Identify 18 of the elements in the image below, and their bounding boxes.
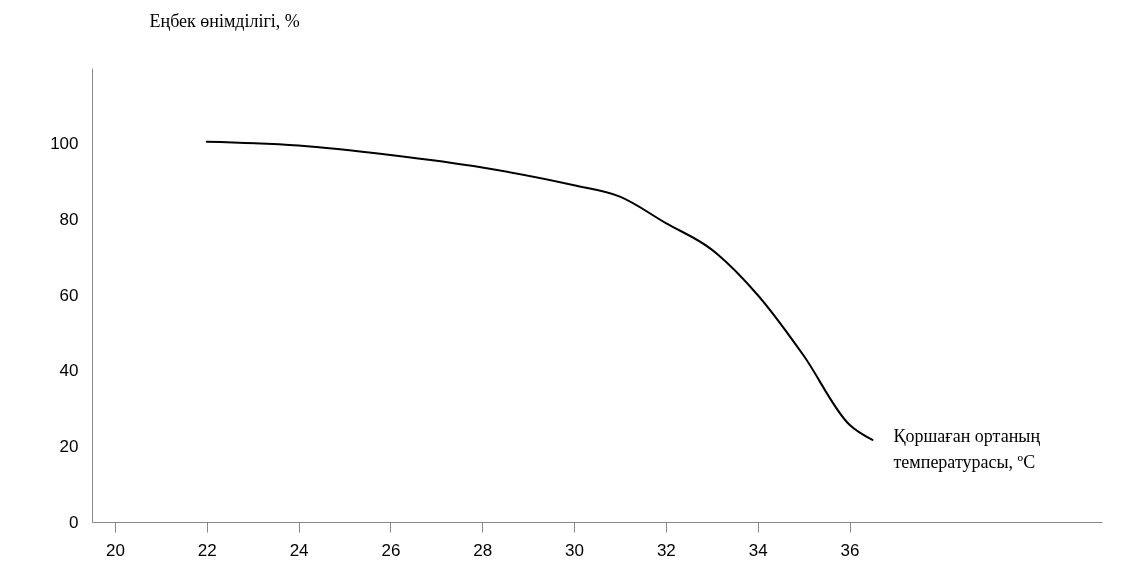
y-tick-label: 100 bbox=[50, 134, 79, 154]
x-tick-label: 26 bbox=[381, 540, 401, 560]
x-tick-label: 20 bbox=[105, 540, 125, 560]
x-tick-label: 22 bbox=[197, 540, 217, 560]
x-axis-title: Қоршаған ортаның температурасы, ºC bbox=[893, 425, 1041, 472]
x-tick-label: 32 bbox=[656, 540, 676, 560]
line-series bbox=[205, 140, 874, 441]
x-tick-label: 24 bbox=[289, 540, 309, 560]
y-tick-label: 20 bbox=[59, 436, 79, 456]
y-tick-label: 60 bbox=[59, 285, 79, 305]
x-tick-label: 36 bbox=[840, 540, 860, 560]
x-tick-label: 30 bbox=[565, 540, 585, 560]
y-tick-label: 80 bbox=[59, 209, 79, 229]
y-tick-label: 0 bbox=[69, 512, 79, 532]
x-tick-label: 34 bbox=[748, 540, 768, 560]
y-axis-title: Еңбек өнімділігі, % bbox=[149, 10, 300, 31]
y-tick-label: 40 bbox=[59, 361, 79, 381]
x-tick-label: 28 bbox=[473, 540, 493, 560]
